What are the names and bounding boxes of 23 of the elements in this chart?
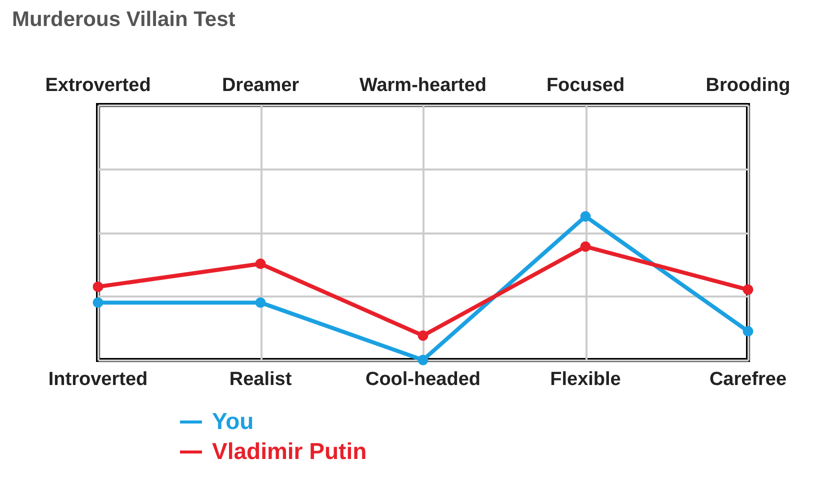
text: Dreamer — [222, 75, 300, 96]
point — [418, 330, 428, 341]
legend-label: Vladimir Putin — [212, 438, 367, 464]
point — [255, 258, 266, 270]
point — [580, 211, 591, 222]
x-tick-label: Realist — [229, 369, 292, 390]
x-tick-label: Cool-headed — [365, 369, 481, 390]
text: Focused — [546, 75, 625, 96]
point — [92, 297, 104, 308]
text: Brooding — [706, 75, 790, 96]
point — [580, 241, 591, 252]
text: Extroverted — [45, 75, 151, 96]
text: Warm-hearted — [359, 75, 487, 96]
chart-title: Murderous Villain Test — [12, 8, 236, 31]
point — [92, 282, 104, 292]
point — [742, 284, 754, 295]
point — [255, 297, 266, 308]
x-tick-label: Introverted — [48, 369, 148, 390]
point — [742, 326, 754, 337]
legend-label: You — [212, 408, 254, 434]
x-tick-label: Flexible — [550, 369, 621, 390]
point — [418, 354, 428, 366]
x-tick-label: Carefree — [709, 369, 787, 390]
